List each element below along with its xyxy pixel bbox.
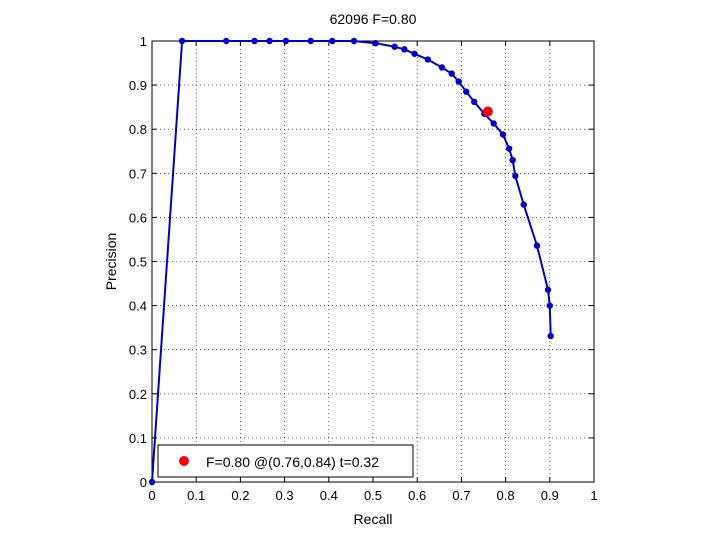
x-tick-label: 1 (590, 488, 597, 503)
data-point (520, 201, 527, 208)
data-point (490, 120, 497, 127)
data-point (266, 37, 273, 45)
data-point (533, 242, 541, 249)
data-point (512, 172, 519, 180)
x-tick-label: 0.5 (364, 488, 382, 503)
data-point (251, 37, 258, 45)
y-axis-label: Precision (103, 233, 119, 291)
y-tick-label: 0.7 (129, 166, 147, 181)
data-point (223, 37, 230, 45)
x-tick-label: 0.8 (497, 488, 515, 503)
grid (152, 41, 594, 482)
legend: F=0.80 @(0.76,0.84) t=0.32 (157, 444, 414, 478)
x-tick-label: 0.4 (320, 488, 338, 503)
data-point (499, 131, 507, 138)
x-tick-label: 0.9 (541, 488, 559, 503)
y-tick-label: 0.3 (129, 343, 147, 358)
data-point (509, 156, 516, 164)
x-axis-label: Recall (354, 511, 393, 527)
data-point (401, 46, 408, 53)
x-tick-label: 0.3 (276, 488, 294, 503)
y-tick-label: 1 (140, 34, 147, 49)
x-tick-label: 0.7 (452, 488, 470, 503)
x-tick-label: 0.6 (408, 488, 426, 503)
y-tick-label: 0.6 (129, 210, 147, 225)
series-line (151, 40, 552, 483)
x-tick-label: 0 (148, 488, 155, 503)
best-f-point (482, 106, 493, 117)
data-point (463, 88, 470, 95)
data-point (544, 286, 552, 293)
x-tick-label: 0.2 (231, 488, 249, 503)
data-point (448, 70, 455, 77)
y-tick-label: 0 (140, 475, 147, 490)
data-point (391, 43, 398, 50)
data-point (438, 64, 446, 71)
data-point (148, 478, 156, 486)
data-point (329, 37, 336, 45)
y-tick-label: 0.5 (129, 255, 147, 270)
data-point (178, 37, 186, 45)
y-tick-label: 0.8 (129, 122, 147, 137)
legend-marker (179, 456, 189, 466)
data-point (505, 145, 513, 152)
data-point (424, 56, 432, 63)
axis-ticks: 0 0.1 0.2 0.3 0.4 0.5 0.6 0.7 0.8 0.9 1 0 0.1 0.2 0.3 0… (129, 34, 598, 503)
y-tick-label: 0.2 (129, 387, 147, 402)
legend-box (157, 444, 414, 478)
data-point (547, 332, 554, 340)
data-point (282, 37, 290, 45)
data-point (546, 302, 553, 309)
y-tick-label: 0.1 (129, 431, 147, 446)
chart-title: 62096 F=0.80 (330, 11, 417, 27)
series-layer (148, 37, 554, 486)
data-point (471, 98, 478, 106)
y-tick-label: 0.4 (129, 299, 147, 314)
data-point (411, 50, 418, 57)
data-point (307, 37, 314, 45)
x-tick-label: 0.1 (187, 488, 205, 503)
data-point (350, 37, 358, 45)
data-point (455, 78, 462, 85)
data-point (372, 40, 379, 47)
legend-text: F=0.80 @(0.76,0.84) t=0.32 (206, 454, 379, 470)
y-tick-label: 0.9 (129, 78, 147, 93)
